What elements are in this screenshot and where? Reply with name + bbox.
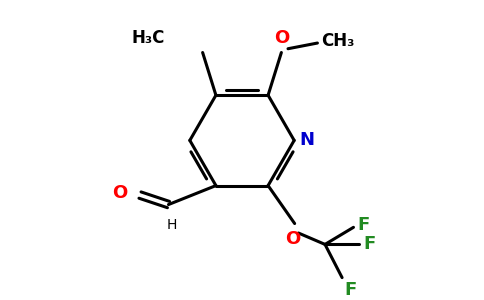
Text: CH₃: CH₃ — [321, 32, 355, 50]
Text: F: F — [363, 236, 375, 253]
Text: O: O — [274, 29, 289, 47]
Text: F: F — [344, 281, 356, 299]
Text: H₃C: H₃C — [131, 29, 165, 47]
Text: N: N — [299, 131, 314, 149]
Text: H: H — [167, 218, 178, 232]
Text: O: O — [112, 184, 128, 202]
Text: O: O — [285, 230, 301, 248]
Text: F: F — [357, 216, 369, 234]
